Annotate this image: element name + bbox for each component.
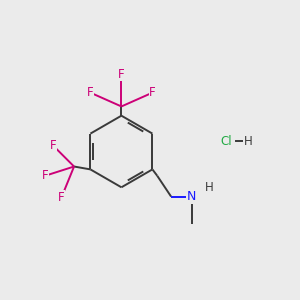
Text: F: F [58,191,65,204]
Text: F: F [42,169,49,182]
Text: Cl: Cl [221,135,232,148]
Text: F: F [149,86,156,99]
Text: F: F [50,139,57,152]
Text: H: H [205,181,214,194]
Text: N: N [187,190,196,203]
Text: H: H [244,135,252,148]
Text: F: F [118,68,125,81]
Text: F: F [87,86,94,99]
